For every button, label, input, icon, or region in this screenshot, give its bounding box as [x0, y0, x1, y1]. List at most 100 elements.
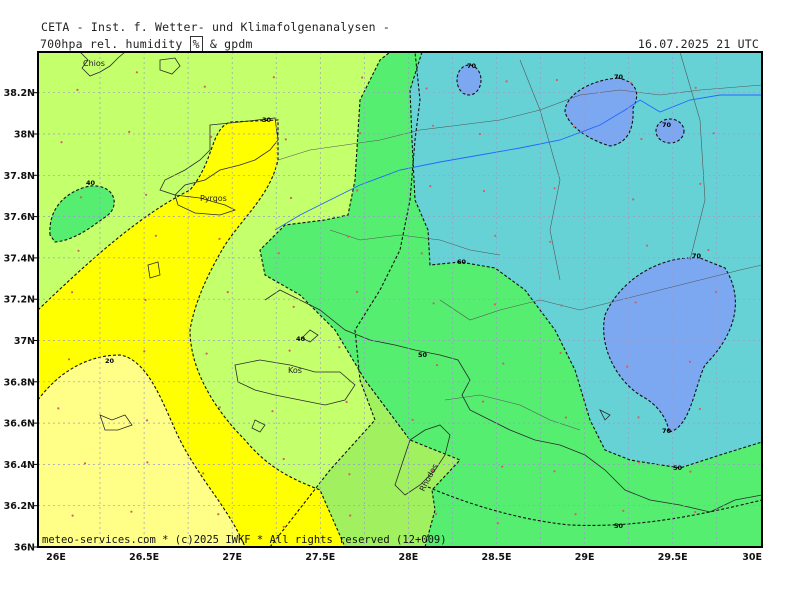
lon-tick-label: 27.5E	[305, 552, 335, 563]
station-dot	[630, 81, 633, 84]
station-dot	[637, 416, 640, 419]
contour-label-70-c: 70	[662, 121, 672, 129]
station-dot	[435, 364, 439, 367]
footer-credit: meteo-services.com * (c)2025 IWKF * All …	[42, 534, 447, 546]
station-dot	[632, 198, 635, 201]
product-prefix: 700hpa rel. humidity	[40, 37, 183, 51]
station-dot	[345, 400, 348, 404]
station-dot	[481, 400, 485, 403]
station-dot	[146, 461, 149, 464]
station-dot	[288, 349, 291, 352]
lat-tick-label: 36N	[14, 543, 35, 554]
station-dot	[67, 358, 71, 361]
island-small-coast	[147, 261, 161, 279]
station-dot	[429, 185, 432, 188]
station-dot	[277, 252, 280, 255]
lat-tick-label: 38N	[14, 130, 35, 141]
station-dot	[411, 418, 414, 421]
island-east-coast	[599, 409, 611, 421]
station-dot	[494, 234, 497, 237]
rh-20-30-area	[38, 354, 246, 547]
station-dot	[622, 509, 625, 512]
station-dot	[271, 410, 274, 413]
lat-tick-label: 36.8N	[4, 377, 35, 388]
contour-label-60: 60	[457, 258, 467, 266]
island-oinousses-coast	[159, 57, 181, 75]
station-dot	[564, 416, 568, 419]
contour-label-50-east: 50	[673, 464, 683, 472]
lat-tick-label: 37.2N	[4, 295, 35, 306]
station-dot	[694, 510, 697, 514]
contour-50-south	[427, 486, 762, 526]
station-dot	[637, 461, 641, 464]
station-dot	[79, 196, 83, 199]
valid-datetime: 16.07.2025 21 UTC	[637, 37, 759, 51]
station-dot	[217, 513, 220, 516]
station-dot	[83, 462, 87, 465]
station-dot	[218, 406, 221, 409]
contour-label-50-south: 50	[614, 522, 624, 530]
lat-tick-label: 37.6N	[4, 212, 35, 223]
station-dot	[77, 249, 80, 252]
station-dot	[646, 244, 649, 247]
station-dot	[640, 137, 643, 141]
contour-50-west	[269, 52, 421, 547]
station-dot	[284, 138, 287, 141]
lon-tick-label: 28.5E	[482, 552, 512, 563]
station-dot	[559, 351, 562, 354]
station-dot	[572, 125, 576, 128]
station-dot	[361, 76, 364, 79]
station-dot	[338, 346, 341, 349]
place-kos: Kos	[288, 366, 302, 375]
island-naxos-coast	[99, 414, 133, 431]
island-pserimos-coast	[301, 329, 319, 343]
station-dot	[203, 85, 206, 88]
station-dot	[356, 189, 359, 192]
turkey-coast	[264, 289, 762, 513]
station-dot	[355, 290, 359, 293]
station-dot	[218, 237, 221, 240]
lon-tick-label: 29.5E	[658, 552, 688, 563]
rhodes-coast	[394, 424, 451, 496]
rh-80-90-area-north	[564, 77, 638, 147]
station-dot	[71, 514, 74, 517]
contour-label-70-e: 70	[662, 427, 672, 435]
contour-label-40-kos: 40	[296, 335, 306, 343]
station-dot	[205, 352, 208, 355]
station-dot	[128, 130, 131, 133]
station-dot	[689, 470, 692, 473]
lon-tick-label: 26E	[46, 552, 66, 563]
product-suffix: & gpdm	[209, 37, 253, 51]
lon-tick-label: 30E	[742, 552, 762, 563]
station-dot	[143, 350, 146, 353]
lat-tick-label: 37.4N	[4, 253, 35, 264]
station-dot	[76, 88, 79, 91]
station-dot	[694, 86, 697, 89]
station-dot	[206, 198, 209, 201]
coastlines	[79, 52, 762, 513]
contour-70	[409, 52, 762, 469]
station-dot	[574, 513, 577, 516]
ikaria-coast	[174, 194, 237, 216]
place-pyrgos: Pyrgos	[200, 194, 227, 203]
province-border-mid	[329, 229, 501, 256]
station-dot	[560, 304, 563, 307]
latitude-axis: 36N 36.2N 36.4N 36.6N 36.8N 37N 37.2N 37.4N 37.6…	[4, 88, 38, 554]
product-title: 700hpa rel. humidity % & gpdm	[40, 36, 253, 52]
station-dot	[292, 305, 295, 308]
station-dot	[144, 298, 147, 302]
station-dot	[348, 473, 351, 476]
lat-tick-label: 36.6N	[4, 419, 35, 430]
station-dot	[272, 76, 275, 79]
station-dot	[432, 302, 435, 305]
lat-tick-label: 36.4N	[4, 460, 35, 471]
contour-label-30: 30	[262, 116, 272, 124]
station-dots	[57, 71, 718, 528]
place-chios: Chios	[83, 59, 105, 68]
kos-coast	[234, 359, 356, 406]
island-nisyros-coast	[251, 419, 266, 433]
station-dot	[553, 470, 556, 473]
station-dot	[434, 512, 438, 516]
station-dot	[154, 234, 157, 237]
